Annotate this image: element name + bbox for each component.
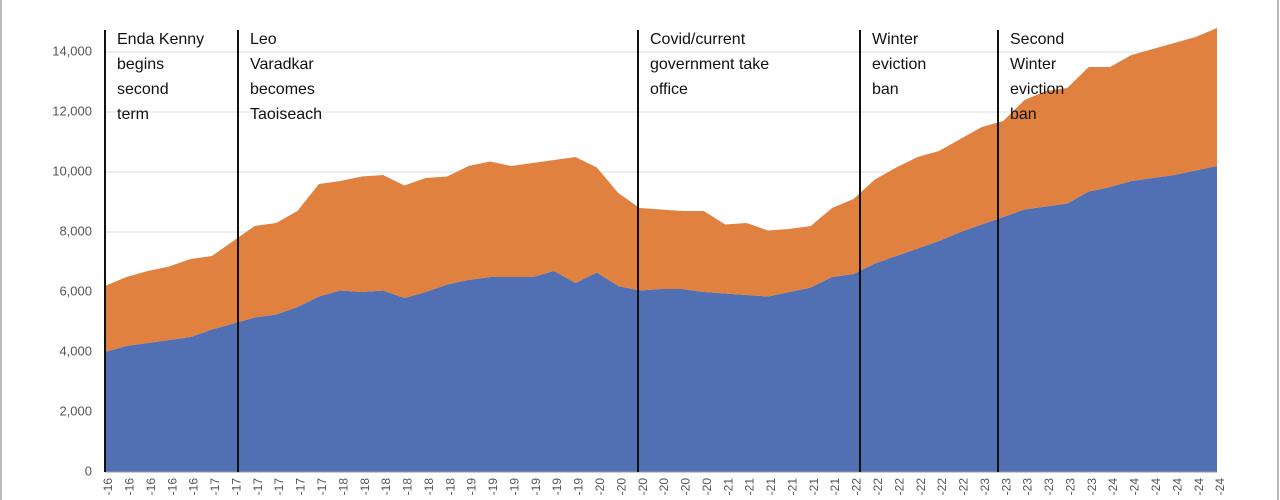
annotation: Second xyxy=(1010,31,1064,48)
x-tick-label: -22 xyxy=(892,478,906,496)
area xyxy=(105,166,1217,472)
annotation: Winter xyxy=(1010,56,1057,73)
x-tick-label: -16 xyxy=(165,478,179,496)
x-tick-label: -22 xyxy=(914,478,928,496)
y-tick-label: 2,000 xyxy=(59,403,92,418)
annotation: second xyxy=(117,81,169,98)
x-tick-label: -24 xyxy=(1170,478,1184,496)
annotation: Varadkar xyxy=(250,56,314,73)
area xyxy=(105,28,1217,352)
x-tick-label: -19 xyxy=(465,478,479,496)
x-tick-label: -23 xyxy=(1042,478,1056,496)
x-tick-label: -24 xyxy=(1213,478,1227,496)
x-tick-label: -17 xyxy=(229,478,243,496)
annotation: becomes xyxy=(250,81,315,98)
x-tick-label: -17 xyxy=(272,478,286,496)
x-tick-label: -21 xyxy=(828,478,842,496)
x-tick-label: -22 xyxy=(957,478,971,496)
x-tick-label: -18 xyxy=(358,478,372,496)
x-tick-label: -22 xyxy=(935,478,949,496)
x-tick-label: -18 xyxy=(336,478,350,496)
x-tick-label: -24 xyxy=(1106,478,1120,496)
x-tick-label: -22 xyxy=(871,478,885,496)
x-tick-label: -19 xyxy=(529,478,543,496)
x-tick-label: -17 xyxy=(294,478,308,496)
x-tick-label: -20 xyxy=(593,478,607,496)
y-tick-label: 0 xyxy=(85,463,92,478)
x-tick-label: -16 xyxy=(101,478,115,496)
y-tick-label: 12,000 xyxy=(52,103,92,118)
x-tick-label: -18 xyxy=(443,478,457,496)
x-tick-label: -21 xyxy=(807,478,821,496)
annotation: Leo xyxy=(250,31,277,48)
y-tick-label: 10,000 xyxy=(52,163,92,178)
x-tick-label: -21 xyxy=(764,478,778,496)
x-tick-label: -20 xyxy=(657,478,671,496)
x-tick-label: -24 xyxy=(1192,478,1206,496)
x-tick-label: -23 xyxy=(1063,478,1077,496)
y-tick-label: 8,000 xyxy=(59,223,92,238)
annotation: government take xyxy=(650,56,769,73)
x-tick-label: -23 xyxy=(978,478,992,496)
x-tick-label: -16 xyxy=(123,478,137,496)
x-tick-label: -20 xyxy=(679,478,693,496)
x-tick-label: -22 xyxy=(850,478,864,496)
y-tick-label: 6,000 xyxy=(59,283,92,298)
x-tick-label: -16 xyxy=(144,478,158,496)
x-tick-label: -19 xyxy=(572,478,586,496)
x-tick-label: -18 xyxy=(379,478,393,496)
annotation: ban xyxy=(872,81,899,98)
annotation: term xyxy=(117,106,149,123)
x-tick-label: -20 xyxy=(636,478,650,496)
x-tick-label: -21 xyxy=(743,478,757,496)
x-tick-label: -20 xyxy=(700,478,714,496)
x-tick-label: -19 xyxy=(486,478,500,496)
annotation: eviction xyxy=(872,56,926,73)
x-tick-label: -17 xyxy=(208,478,222,496)
x-tick-label: -18 xyxy=(422,478,436,496)
x-tick-label: -19 xyxy=(507,478,521,496)
annotation: Winter xyxy=(872,31,919,48)
annotation: eviction xyxy=(1010,81,1064,98)
x-tick-label: -23 xyxy=(1021,478,1035,496)
annotation: begins xyxy=(117,56,164,73)
y-tick-label: 14,000 xyxy=(52,43,92,58)
x-tick-label: -16 xyxy=(187,478,201,496)
annotation: ban xyxy=(1010,106,1037,123)
x-tick-label: -24 xyxy=(1149,478,1163,496)
x-tick-label: -20 xyxy=(614,478,628,496)
x-tick-label: -24 xyxy=(1128,478,1142,496)
annotation: Taoiseach xyxy=(250,106,322,123)
annotation: Covid/current xyxy=(650,31,746,48)
x-tick-label: -23 xyxy=(1085,478,1099,496)
x-tick-label: -21 xyxy=(785,478,799,496)
x-tick-label: -17 xyxy=(315,478,329,496)
annotation: office xyxy=(650,81,688,98)
x-tick-label: -19 xyxy=(550,478,564,496)
x-tick-label: -23 xyxy=(999,478,1013,496)
x-tick-label: -18 xyxy=(401,478,415,496)
x-tick-label: -21 xyxy=(721,478,735,496)
annotation: Enda Kenny xyxy=(117,31,204,48)
y-tick-label: 4,000 xyxy=(59,343,92,358)
x-tick-label: -17 xyxy=(251,478,265,496)
